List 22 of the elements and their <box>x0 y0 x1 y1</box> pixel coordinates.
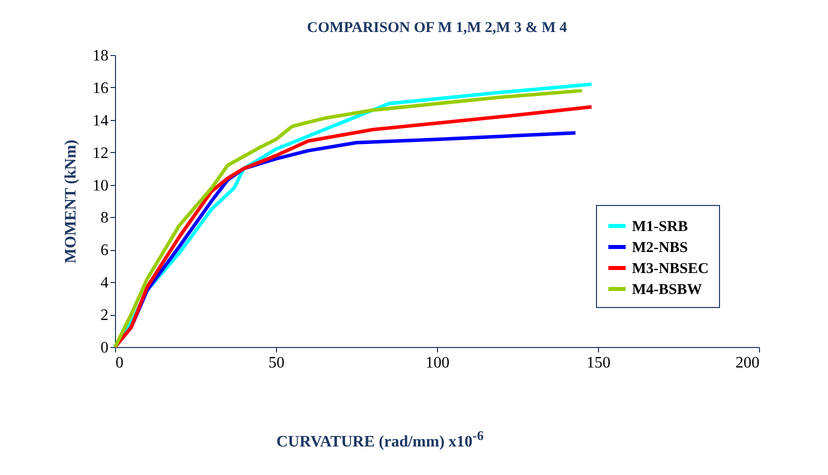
x-tick-label: 100 <box>426 354 450 372</box>
chart-title: COMPARISON OF M 1,M 2,M 3 & M 4 <box>307 20 568 36</box>
y-tick-label: 12 <box>92 144 108 162</box>
y-tick-label: 4 <box>100 274 108 292</box>
y-tick-label: 2 <box>100 307 108 324</box>
y-tick-label: 8 <box>100 210 108 227</box>
x-axis-title: CURVATURE (rad/mm) x10$^{-6}$ <box>276 428 484 452</box>
y-tick-label: 6 <box>100 242 108 260</box>
y-tick-label: 18 <box>92 48 108 64</box>
x-tick-label: 150 <box>586 354 610 372</box>
x-tick-label: 50 <box>268 354 284 372</box>
legend-label: M3-NBSEC <box>632 261 709 277</box>
y-tick-label: 0 <box>100 340 108 356</box>
x-tick-label: 0 <box>116 354 124 372</box>
y-tick-label: 10 <box>92 177 108 194</box>
legend-label: M2-NBS <box>632 240 688 256</box>
y-axis-title: MOMENT (kNm) <box>62 140 80 264</box>
legend-label: M4-BSBW <box>632 282 702 298</box>
y-tick-label: 16 <box>92 80 108 97</box>
x-tick-label: 200 <box>736 354 760 372</box>
y-tick-label: 14 <box>92 112 108 130</box>
legend-label: M1-SRB <box>632 219 688 235</box>
